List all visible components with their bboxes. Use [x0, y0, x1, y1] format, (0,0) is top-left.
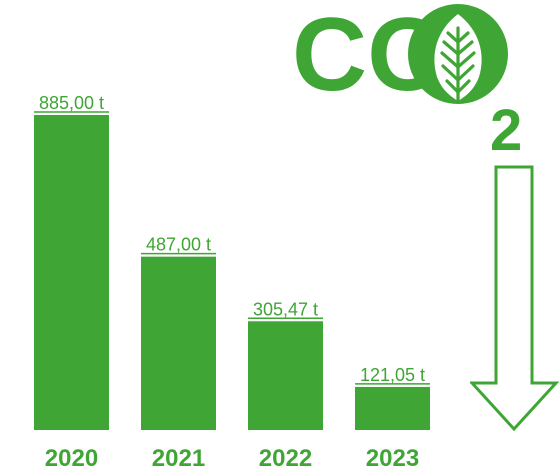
x-tick-label-2021: 2021 — [152, 445, 205, 472]
data-label-2023: 121,05 t — [360, 365, 425, 385]
data-label-2022: 305,47 t — [253, 299, 318, 319]
bar-2023 — [355, 386, 430, 430]
leaf-icon — [408, 4, 508, 104]
x-tick-label-2023: 2023 — [366, 445, 419, 472]
co2-logo: CO 2 — [292, 0, 522, 160]
bar-2022 — [248, 321, 323, 430]
x-tick-label-2020: 2020 — [45, 445, 98, 472]
bar-chart: 885,00 t 2020 487,00 t 2021 305,47 t 2022 121,… — [34, 93, 430, 472]
data-label-2021: 487,00 t — [146, 235, 211, 255]
bar-2020 — [34, 115, 109, 430]
x-tick-label-2022: 2022 — [259, 445, 312, 472]
data-label-2020: 885,00 t — [39, 93, 104, 113]
arrow-down-icon — [470, 165, 560, 432]
bar-2021 — [141, 256, 216, 430]
co2-logo-subscript: 2 — [490, 98, 522, 160]
